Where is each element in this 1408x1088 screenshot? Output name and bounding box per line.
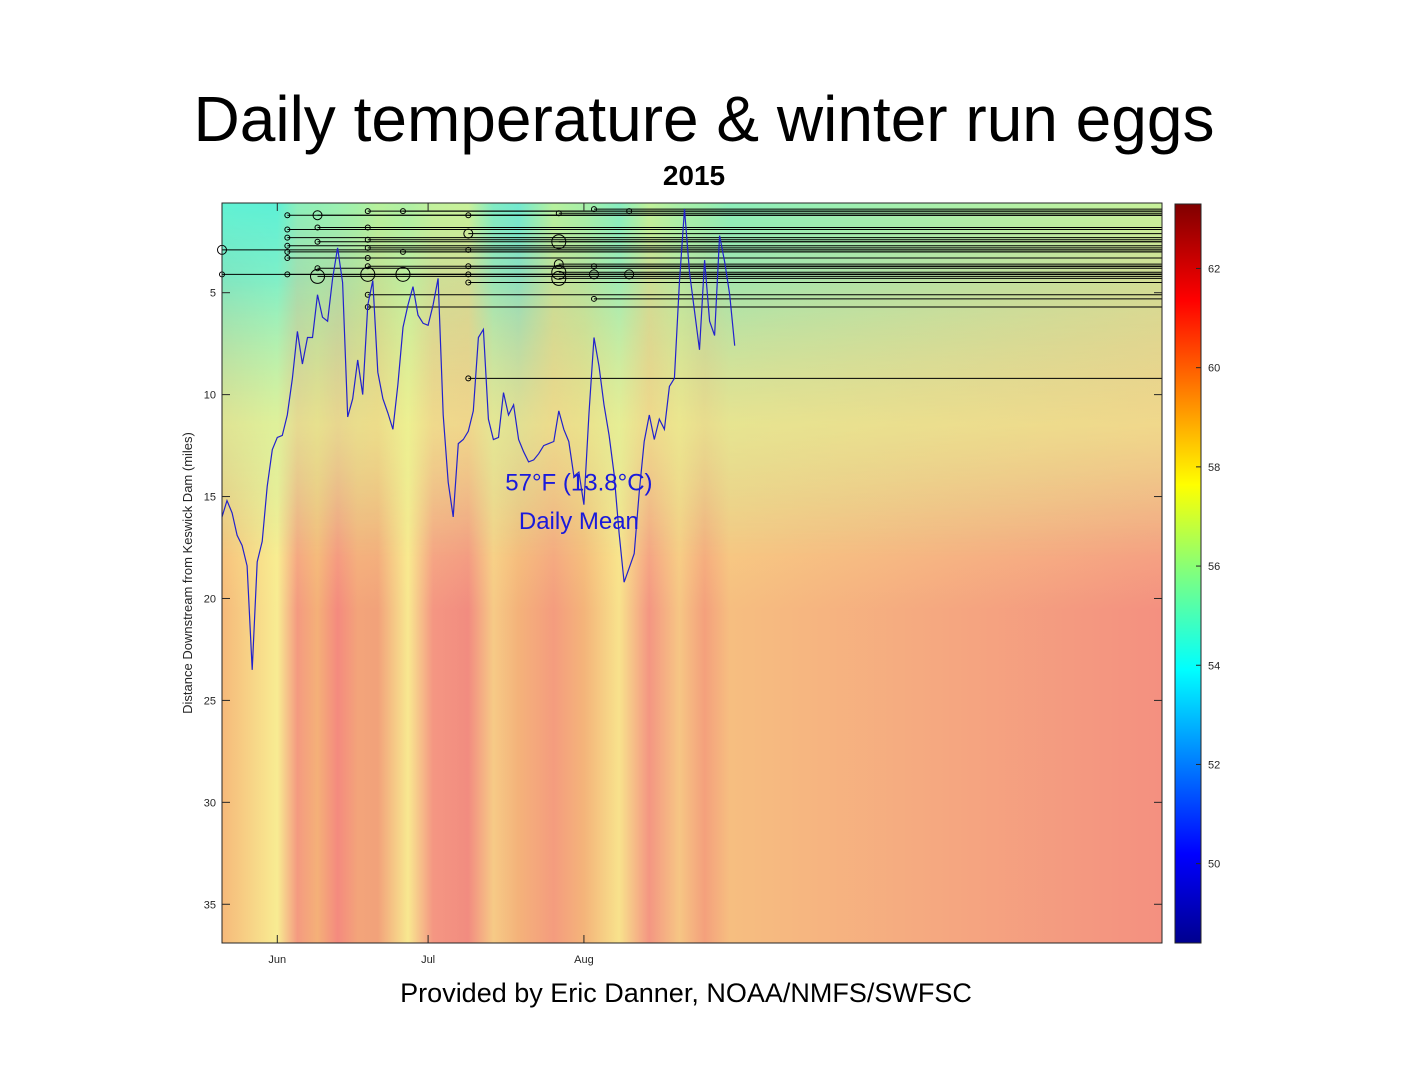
egg-marker xyxy=(399,208,406,215)
daily-mean-series-line xyxy=(221,209,736,670)
colorbar-tick-label: 56 xyxy=(1208,561,1220,573)
egg-marker xyxy=(314,224,321,231)
egg-marker xyxy=(553,259,564,270)
egg-marker xyxy=(555,210,562,217)
egg-marker xyxy=(284,226,291,233)
colorbar-gradient xyxy=(1174,203,1202,944)
x-tick-label: Jul xyxy=(421,954,435,966)
egg-marker xyxy=(284,242,291,249)
egg-marker xyxy=(590,263,597,270)
egg-marker xyxy=(465,375,472,382)
heatmap-mid-wash xyxy=(222,203,1162,943)
egg-marker xyxy=(399,248,406,255)
heatmap-layer xyxy=(222,203,1162,943)
egg-marker xyxy=(364,208,371,215)
egg-marker xyxy=(284,255,291,262)
x-tick-label: Aug xyxy=(574,954,594,966)
y-tick-label: 15 xyxy=(204,492,216,504)
annotation-temperature: 57°F (13.8°C) xyxy=(505,469,652,496)
y-tick-label: 35 xyxy=(204,899,216,911)
colorbar-tick-label: 54 xyxy=(1208,660,1220,672)
egg-marker xyxy=(364,255,371,262)
colorbar: 50 52 54 56 58 60 62 xyxy=(1174,203,1220,944)
y-tick-label: 5 xyxy=(210,288,216,300)
y-tick-label: 25 xyxy=(204,695,216,707)
y-axis-label: Distance Downstream from Keswick Dam (mi… xyxy=(180,432,195,714)
egg-marker xyxy=(364,244,371,251)
egg-marker xyxy=(314,238,321,245)
egg-tracks-layer xyxy=(217,206,1162,382)
egg-marker xyxy=(284,234,291,241)
x-tick-label: Jun xyxy=(268,954,286,966)
credit-line: Provided by Eric Danner, NOAA/NMFS/SWFSC xyxy=(400,978,972,1008)
egg-marker xyxy=(364,224,371,231)
colorbar-tick-label: 60 xyxy=(1208,363,1220,375)
colorbar-tick-label: 62 xyxy=(1208,263,1220,275)
egg-marker xyxy=(284,248,291,255)
egg-marker xyxy=(395,266,411,282)
egg-marker xyxy=(551,264,567,280)
axis-ticks: 5 10 15 20 25 30 35 Jun Jul Aug xyxy=(204,203,1162,966)
slide-subtitle: 2015 xyxy=(662,160,726,191)
egg-marker xyxy=(590,295,597,302)
egg-marker xyxy=(551,270,567,286)
daily-mean-layer xyxy=(221,209,736,670)
plot-border xyxy=(221,202,1163,944)
colorbar-tick-label: 50 xyxy=(1208,859,1220,871)
egg-marker xyxy=(465,246,472,253)
y-tick-label: 30 xyxy=(204,797,216,809)
y-tick-label: 10 xyxy=(204,390,216,402)
egg-marker xyxy=(590,206,597,213)
egg-marker xyxy=(284,271,291,278)
colorbar-tick-label: 58 xyxy=(1208,462,1220,474)
axes-frame xyxy=(221,202,1163,944)
annotations: 57°F (13.8°C) Daily Mean xyxy=(505,469,652,535)
egg-marker xyxy=(314,265,321,272)
y-tick-label: 20 xyxy=(204,593,216,605)
slide-title: Daily temperature & winter run eggs xyxy=(193,83,1215,155)
egg-marker xyxy=(360,266,376,282)
egg-marker xyxy=(465,263,472,270)
egg-marker xyxy=(312,210,323,221)
egg-marker xyxy=(284,212,291,219)
egg-marker xyxy=(465,279,472,286)
egg-marker xyxy=(465,212,472,219)
egg-marker xyxy=(626,208,633,215)
annotation-daily-mean: Daily Mean xyxy=(519,508,639,535)
colorbar-tick-label: 52 xyxy=(1208,759,1220,771)
egg-marker xyxy=(364,263,371,270)
egg-marker xyxy=(310,268,326,284)
